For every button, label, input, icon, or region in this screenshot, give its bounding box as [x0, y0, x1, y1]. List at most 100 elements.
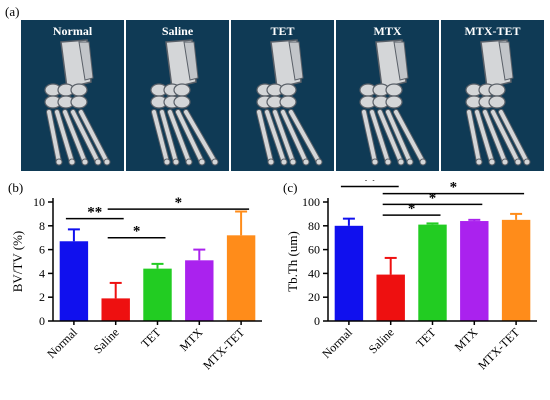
bv-tv-y-tick-label: 8: [39, 219, 45, 233]
tarsal-bone: [173, 95, 191, 109]
toe-joint: [289, 158, 297, 166]
ct-image-normal: Normal: [21, 20, 124, 171]
tarsal-bone: [385, 83, 403, 97]
toe-joint: [280, 158, 288, 166]
ct-title-tet: TET: [270, 24, 295, 38]
toe-joint: [81, 158, 89, 166]
tb-th-significance-marker: *: [429, 190, 437, 206]
toe-joint: [371, 158, 379, 166]
toe-joint: [419, 158, 427, 166]
tarsal-bone: [70, 83, 88, 97]
foot-bone-render: [150, 39, 219, 166]
metatarsal-bone: [499, 110, 529, 164]
bv-tv-significance-marker: **: [87, 205, 102, 221]
metatarsal-bone: [273, 110, 295, 164]
tarsal-bone: [488, 95, 506, 109]
bv-tv-y-tick-label: 0: [39, 314, 45, 328]
toe-joint: [501, 158, 509, 166]
metatarsal-bone: [289, 110, 321, 164]
bv-tv-y-tick-label: 2: [39, 290, 45, 304]
metatarsal-bone: [176, 110, 204, 164]
fibula-bone: [183, 41, 199, 81]
bv-tv-y-tick-label: 10: [33, 195, 45, 209]
bv-tv-y-tick-label: 4: [39, 266, 45, 280]
ct-image-mtx-tet: MTX-TET: [441, 20, 544, 171]
toe-joint: [68, 158, 76, 166]
toe-joint: [488, 158, 496, 166]
tb-th-y-tick-label: 80: [308, 219, 320, 233]
tb-th-x-tick-label: Saline: [366, 325, 397, 356]
tb-th-significance-marker: **: [362, 180, 377, 189]
ct-title-mtx-tet: MTX-TET: [464, 24, 521, 38]
metatarsal-bone: [491, 110, 520, 164]
tb-th-bar-mtx: [460, 221, 489, 321]
tb-th-y-tick-label: 20: [308, 290, 320, 304]
bv-tv-y-tick-label: 6: [39, 243, 45, 257]
bv-tv-bar-mtx: [185, 260, 214, 321]
bv-tv-x-tick-label: Saline: [91, 325, 122, 356]
tarsal-bone: [70, 95, 88, 109]
tb-th-y-tick-label: 40: [308, 266, 320, 280]
tb-th-significance-marker: *: [408, 201, 416, 217]
foot-bone-render: [44, 39, 111, 166]
toe-joint: [94, 158, 102, 166]
foot-bone-render: [359, 39, 427, 166]
toe-joint: [185, 158, 193, 166]
metatarsal-bone: [475, 110, 494, 164]
bv-tv-panel-label: (b): [8, 180, 23, 195]
metatarsal-bone: [265, 110, 286, 164]
tb-th-significance-marker: *: [450, 180, 458, 196]
metatarsal-bone: [152, 110, 169, 164]
toe-joint: [514, 158, 522, 166]
bv-tv-significance-marker: *: [133, 224, 141, 240]
ct-title-saline: Saline: [161, 24, 194, 38]
bv-tv-x-tick-label: MTX: [177, 325, 206, 354]
tb-th-x-tick-label: Normal: [319, 325, 355, 361]
tb-th-bar-tet: [418, 224, 447, 321]
metatarsal-bone: [378, 110, 403, 164]
tarsal-bone: [173, 83, 191, 97]
bv-tv-x-tick-label: Normal: [44, 325, 80, 361]
tb-th-bar-mtx-tet: [501, 219, 531, 321]
bv-tv-bar-normal: [59, 241, 89, 321]
toe-joint: [198, 158, 206, 166]
bv-tv-bar-mtx-tet: [226, 235, 256, 321]
metatarsal-bone: [362, 110, 377, 164]
metatarsal-bone: [168, 110, 191, 164]
tb-th-y-tick-label: 100: [302, 195, 320, 209]
tb-th-y-tick-label: 0: [314, 314, 320, 328]
fibula-bone: [78, 41, 94, 81]
metatarsal-bone: [55, 110, 74, 164]
metatarsal-bone: [71, 110, 100, 164]
tarsal-bone: [488, 83, 506, 97]
metatarsal-bone: [483, 110, 507, 164]
panel-a-label: (a): [5, 4, 20, 19]
metatarsal-bone: [467, 110, 481, 164]
metatarsal-bone: [79, 110, 109, 164]
metatarsal-bone: [184, 110, 217, 164]
metatarsal-bone: [160, 110, 178, 164]
ct-title-mtx: MTX: [373, 24, 402, 38]
toe-joint: [267, 158, 275, 166]
tarsal-bone: [385, 95, 403, 109]
foot-bone-render: [465, 39, 531, 166]
toe-joint: [406, 158, 414, 166]
toe-joint: [211, 158, 219, 166]
toe-joint: [523, 158, 531, 166]
toe-joint: [103, 158, 111, 166]
tarsal-bone: [279, 95, 297, 109]
toe-joint: [55, 158, 63, 166]
toe-joint: [163, 158, 171, 166]
toe-joint: [384, 158, 392, 166]
fibula-bone: [393, 41, 409, 81]
tb-th-y-axis-label: Tb.Th (um): [285, 231, 300, 292]
bv-tv-bar-tet: [143, 268, 172, 321]
tb-th-x-tick-label: TET: [413, 325, 439, 351]
ct-image-mtx: MTX: [336, 20, 439, 171]
foot-bone-render: [256, 39, 323, 166]
bv-tv-y-axis-label: BV/TV (%): [10, 231, 25, 293]
tb-th-x-tick-label: MTX: [452, 325, 481, 354]
metatarsal-bone: [394, 110, 425, 164]
metatarsal-bone: [370, 110, 390, 164]
